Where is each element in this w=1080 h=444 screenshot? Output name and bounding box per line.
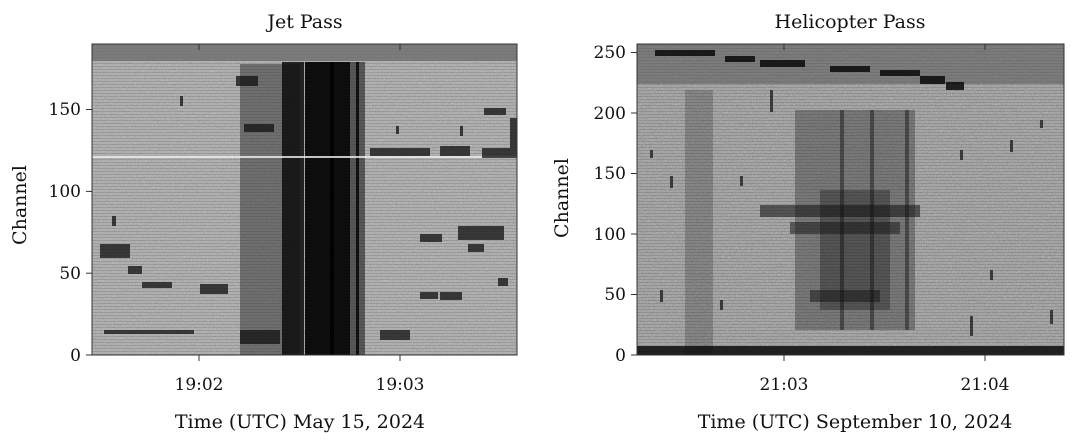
heli-y-axis: 0 50 100 150 200 250 [594,43,637,366]
jet-ytick-100: 100 [49,182,81,202]
heli-ytick-200: 200 [594,104,626,124]
heli-frame [636,43,1065,356]
jet-pass-chart: Jet Pass [9,11,518,433]
jet-ytick-50: 50 [59,264,81,284]
heli-ytick-50: 50 [604,285,626,305]
heli-ytick-150: 150 [594,164,626,184]
jet-x-axis: 19:02 19:03 [175,44,425,395]
heli-sweep [655,50,964,90]
heli-ticks [650,90,1053,336]
heli-spectrogram [637,44,1064,355]
heli-ytick-0: 0 [615,346,626,366]
jet-xlabel: Time (UTC) May 15, 2024 [175,411,425,433]
helicopter-pass-chart: Helicopter Pass [551,11,1065,433]
heli-ytick-250: 250 [594,43,626,63]
heli-ylabel: Channel [551,158,573,238]
jet-xtick-1902: 19:02 [175,375,224,395]
jet-frame [91,43,518,356]
heli-xtick-2103: 21:03 [760,375,809,395]
heli-ytick-100: 100 [594,225,626,245]
heli-xlabel: Time (UTC) September 10, 2024 [698,411,1013,433]
jet-xtick-1903: 19:03 [376,375,425,395]
heli-x-axis: 21:03 21:04 [760,44,1010,395]
heli-xtick-2104: 21:04 [961,375,1010,395]
jet-spectrogram [92,44,517,355]
jet-y-axis: 0 50 100 150 [49,100,92,366]
heli-title: Helicopter Pass [775,11,926,33]
jet-ylabel: Channel [9,165,31,245]
jet-title: Jet Pass [265,11,342,33]
jet-ytick-0: 0 [70,346,81,366]
jet-ytick-150: 150 [49,100,81,120]
jet-bursts [100,76,517,344]
